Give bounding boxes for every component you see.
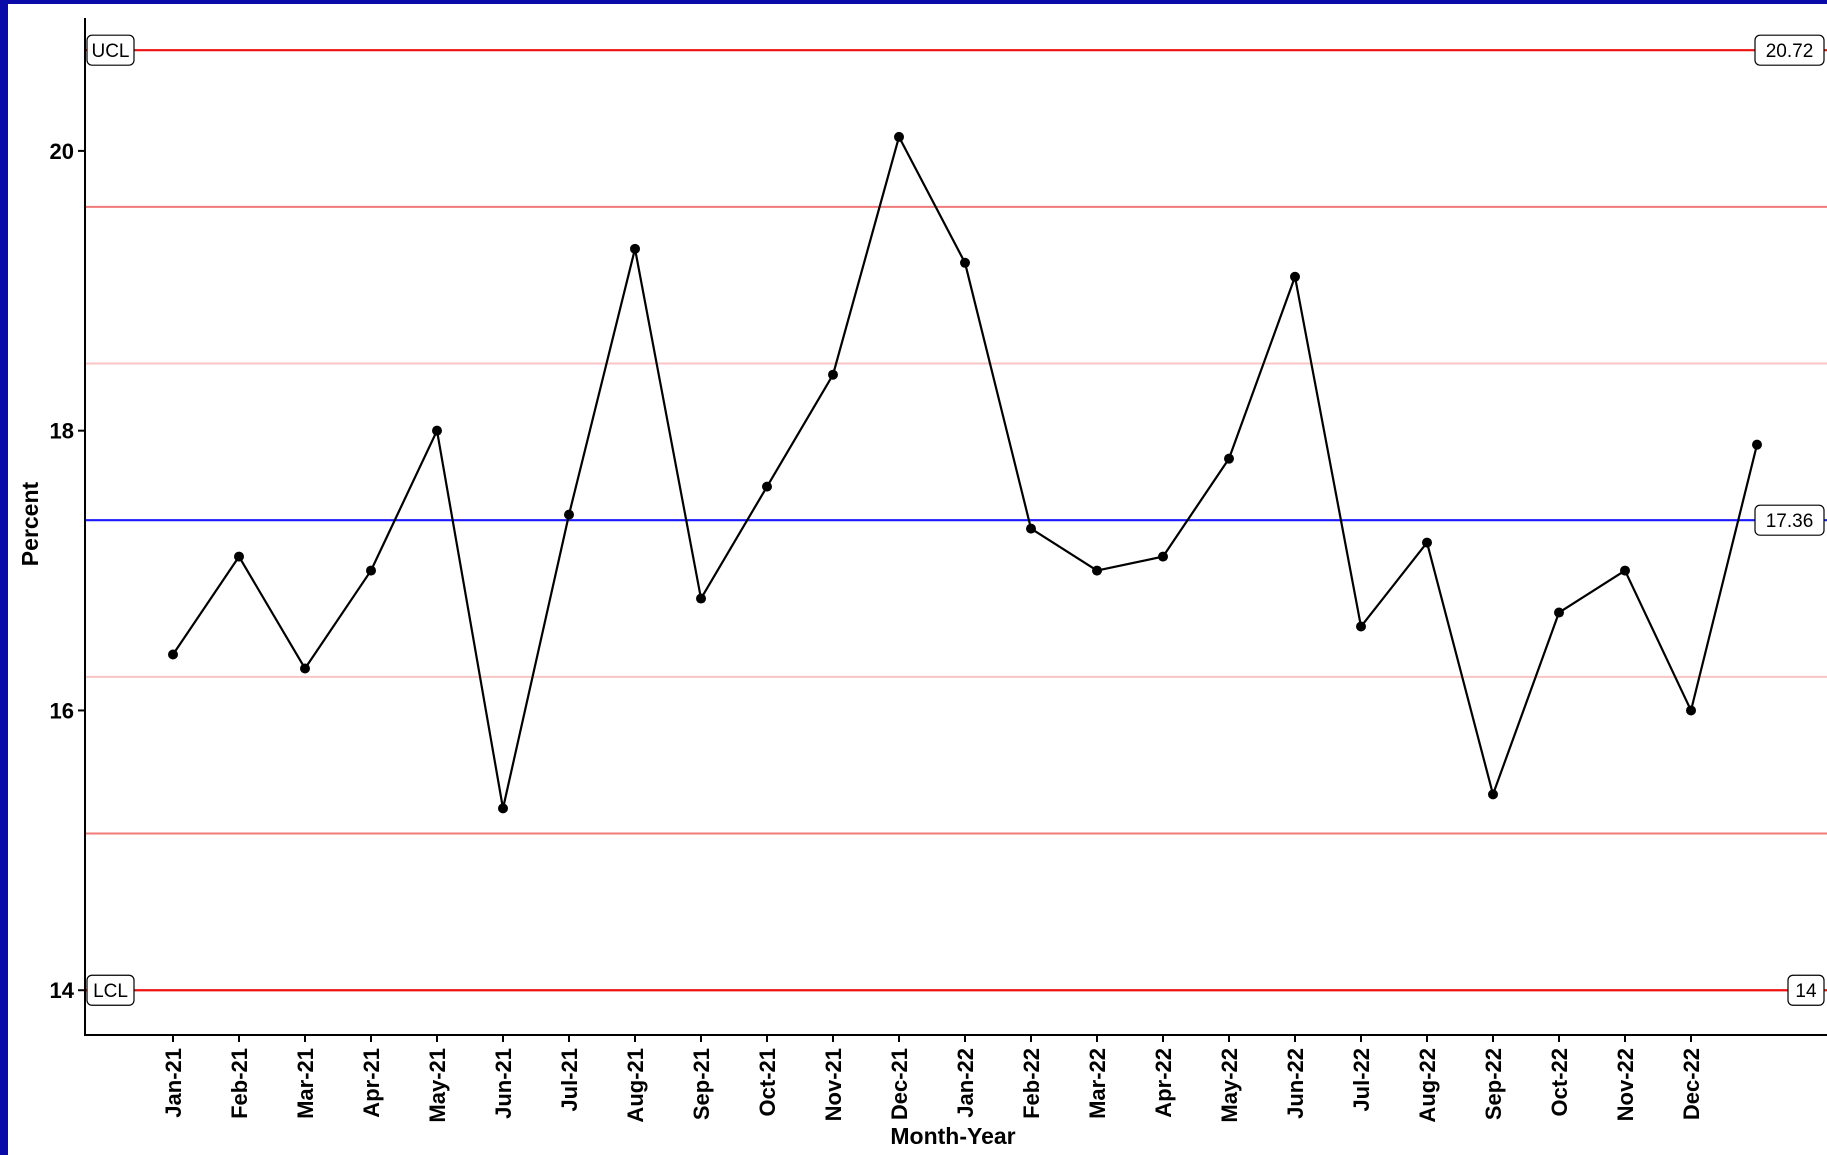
data-point: [1422, 537, 1432, 548]
ucl-value-label-text: 20.72: [1766, 41, 1814, 62]
data-point: [300, 663, 310, 674]
data-point: [894, 131, 904, 142]
x-ticks: Jan-21 Feb-21 Mar-21 Apr-21 May-21 Jun-21 Jul-…: [161, 1035, 1704, 1123]
control-lines: [85, 49, 1827, 992]
x-tick-label: Apr-21: [359, 1048, 384, 1118]
data-point: [1224, 453, 1234, 464]
ucl-value-label: 20.72: [1754, 34, 1825, 66]
ucl-label: UCL: [86, 34, 135, 66]
data-point: [168, 649, 178, 660]
x-tick-label: Apr-22: [1151, 1048, 1176, 1118]
data-point: [762, 481, 772, 492]
chart-frame: 14 16 18 20 Jan-21 Feb-21 Mar-21 Apr-21 May-21 J…: [8, 4, 1827, 1155]
lcl-label-text: LCL: [93, 981, 128, 1002]
x-tick-label: Jan-22: [953, 1048, 978, 1118]
x-axis-title: Month-Year: [890, 1123, 1015, 1149]
series-line: [172, 135, 1759, 810]
x-tick-label: Jun-21: [491, 1048, 516, 1119]
center-value-label-text: 17.36: [1766, 511, 1814, 532]
data-point: [432, 425, 442, 436]
x-tick-label: Feb-21: [227, 1048, 252, 1119]
data-point: [1158, 551, 1168, 562]
data-point: [696, 593, 706, 604]
y-tick-label: 14: [50, 978, 75, 1003]
axes: [84, 18, 1827, 1036]
x-tick-label: Mar-21: [293, 1048, 318, 1119]
data-point: [564, 509, 574, 520]
y-tick-label: 16: [50, 698, 74, 723]
data-point: [1356, 621, 1366, 632]
y-tick-label: 20: [50, 139, 74, 164]
x-tick-label: Jun-22: [1283, 1048, 1308, 1119]
y-axis-title: Percent: [17, 481, 43, 566]
lcl-value-label-box: [1787, 974, 1825, 1006]
x-tick-label: Sep-21: [689, 1048, 714, 1120]
data-point: [828, 369, 838, 380]
x-tick-label: Dec-21: [887, 1048, 912, 1120]
data-point: [366, 565, 376, 576]
data-point: [1752, 439, 1762, 450]
data-point: [1092, 565, 1102, 576]
x-tick-label: Feb-22: [1019, 1048, 1044, 1119]
x-tick-label: Nov-22: [1613, 1048, 1638, 1121]
x-tick-label: May-21: [425, 1048, 450, 1123]
ucl-value-label-box: [1754, 34, 1825, 66]
lcl-value-label: 14: [1787, 974, 1825, 1006]
lcl-value-label-text: 14: [1795, 981, 1817, 1002]
data-point: [1488, 789, 1498, 800]
data-point: [1686, 705, 1696, 716]
data-point: [630, 243, 640, 254]
x-tick-label: Oct-22: [1547, 1048, 1572, 1116]
center-value-label-box: [1754, 504, 1825, 536]
x-tick-label: Dec-22: [1679, 1048, 1704, 1120]
data-point: [960, 257, 970, 268]
lcl-label-box: [86, 974, 135, 1006]
ucl-label-text: UCL: [91, 41, 129, 62]
x-tick-label: May-22: [1217, 1048, 1242, 1123]
data-point: [498, 803, 508, 814]
x-tick-label: Aug-22: [1415, 1048, 1440, 1123]
data-point: [1620, 565, 1630, 576]
x-tick-label: Jan-21: [161, 1048, 186, 1118]
data-point: [1290, 271, 1300, 282]
y-tick-label: 18: [50, 419, 74, 444]
control-line-labels: UCL LCL 20.72 17.36 14: [86, 34, 1825, 1006]
x-tick-label: Mar-22: [1085, 1048, 1110, 1119]
data-point: [1026, 523, 1036, 534]
lcl-label: LCL: [86, 974, 135, 1006]
x-tick-label: Jul-22: [1349, 1048, 1374, 1112]
x-tick-label: Jul-21: [557, 1048, 582, 1112]
center-value-label: 17.36: [1754, 504, 1825, 536]
data-point: [1554, 607, 1564, 618]
y-ticks: 14 16 18 20: [50, 139, 85, 1003]
x-tick-label: Aug-21: [623, 1048, 648, 1123]
x-tick-label: Oct-21: [755, 1048, 780, 1116]
x-tick-label: Sep-22: [1481, 1048, 1506, 1120]
series: [168, 131, 1762, 814]
x-tick-label: Nov-21: [821, 1048, 846, 1121]
ucl-label-box: [86, 34, 135, 66]
data-point: [234, 551, 244, 562]
